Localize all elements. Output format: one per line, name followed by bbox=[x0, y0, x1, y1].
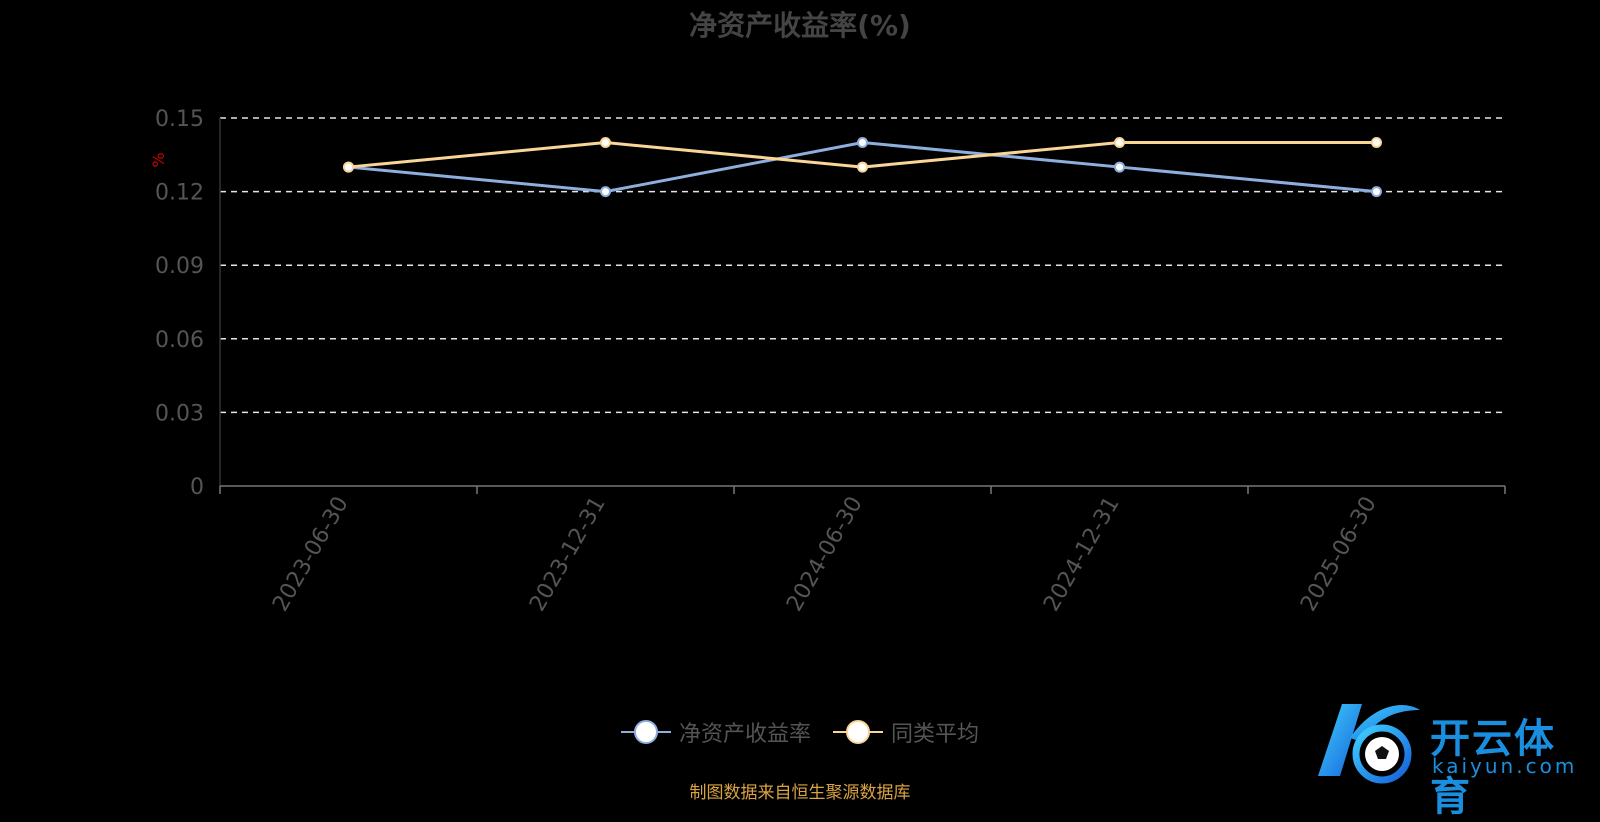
data-point-series-1 bbox=[1114, 137, 1125, 149]
y-tick-label: 0.15 bbox=[155, 107, 204, 132]
data-point-series-1 bbox=[857, 161, 868, 173]
legend-item-roe[interactable]: 净资产收益率 bbox=[620, 716, 811, 748]
chart-title: 净资产收益率(%) bbox=[689, 9, 911, 42]
line-chart: 0 0.03 0.06 0.09 0.12 0.15% 2023-06-30 2023-12-… bbox=[149, 107, 1506, 616]
kaiyun-logo: 开云体育 kaiyun.com bbox=[1310, 698, 1595, 820]
y-tick-label: 0.06 bbox=[155, 328, 204, 353]
data-point-series-0 bbox=[857, 137, 868, 149]
y-tick-label: 0 bbox=[190, 475, 204, 500]
x-tick-label: 2023-06-30 bbox=[268, 493, 354, 616]
legend-swatch-peer-average bbox=[833, 720, 883, 744]
x-tick-label: 2024-12-31 bbox=[1039, 493, 1125, 616]
x-tick-label: 2023-12-31 bbox=[525, 493, 611, 616]
data-point-series-0 bbox=[1114, 161, 1125, 173]
x-tick-label: 2024-06-30 bbox=[782, 493, 868, 616]
data-point-series-1 bbox=[343, 161, 354, 173]
logo-k-ball-icon bbox=[1318, 704, 1420, 784]
x-tick-label: 2025-06-30 bbox=[1296, 493, 1382, 616]
legend-item-peer-average[interactable]: 同类平均 bbox=[833, 716, 979, 748]
logo-text-en: kaiyun.com bbox=[1432, 754, 1578, 778]
y-tick-label: 0.12 bbox=[155, 181, 204, 206]
legend-label-roe: 净资产收益率 bbox=[678, 722, 811, 747]
data-point-series-0 bbox=[1371, 186, 1382, 198]
y-tick-label: 0.03 bbox=[155, 401, 204, 426]
y-tick-label: 0.09 bbox=[155, 254, 204, 279]
data-point-series-0 bbox=[600, 186, 611, 198]
data-point-series-1 bbox=[1371, 137, 1382, 149]
legend-label-peer-average: 同类平均 bbox=[891, 722, 980, 747]
data-point-series-1 bbox=[600, 137, 611, 149]
chart-legend: 净资产收益率 同类平均 bbox=[0, 716, 1600, 748]
data-source-note: 制图数据来自恒生聚源数据库 bbox=[689, 783, 911, 803]
legend-swatch-roe bbox=[620, 720, 671, 744]
y-axis-unit-label: % bbox=[149, 152, 168, 167]
